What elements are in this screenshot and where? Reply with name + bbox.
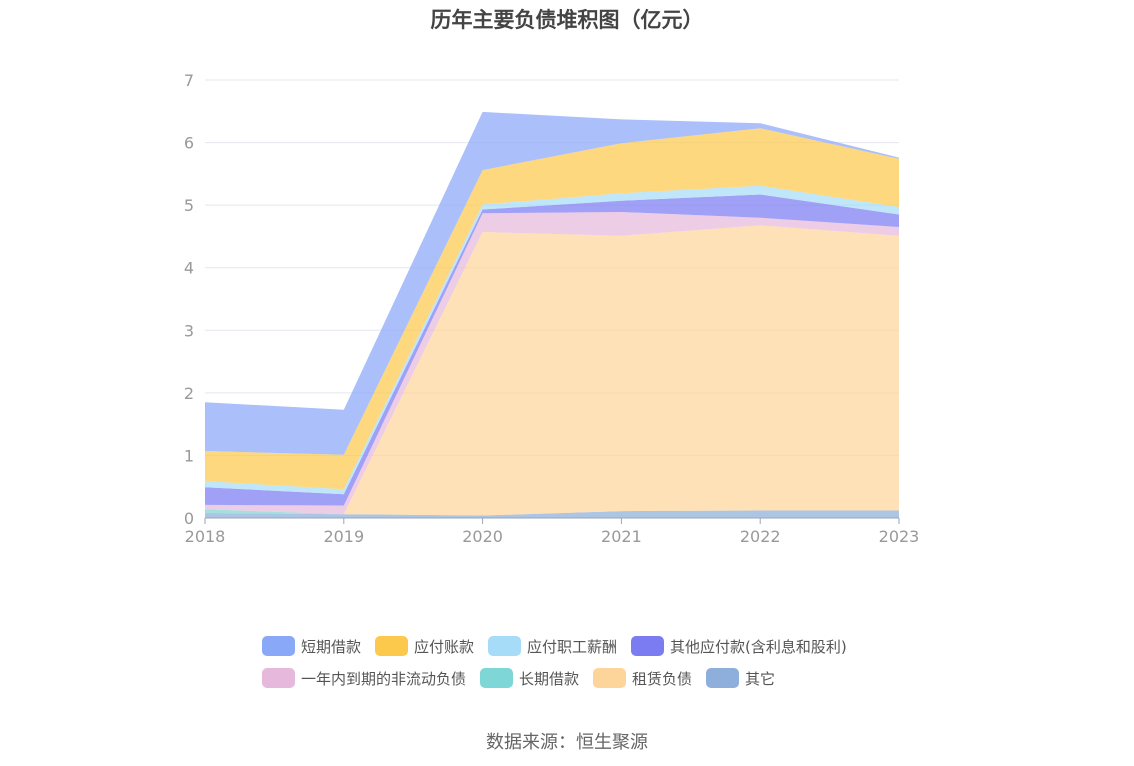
legend-swatch bbox=[593, 668, 627, 688]
y-tick-label: 3 bbox=[184, 321, 194, 340]
y-tick-label: 1 bbox=[184, 446, 194, 465]
legend-swatch bbox=[631, 636, 665, 656]
area-series-4[interactable] bbox=[205, 194, 899, 506]
legend-label: 短期借款 bbox=[301, 637, 362, 656]
legend-label: 其它 bbox=[745, 669, 776, 688]
y-tick-label: 0 bbox=[184, 509, 194, 528]
legend-label: 租赁负债 bbox=[632, 669, 693, 688]
legend-item[interactable]: 应付账款 bbox=[375, 636, 474, 657]
area-series-1[interactable] bbox=[205, 111, 899, 455]
stacked-area-chart: 0 1 2 3 4 5 6 7 2018 2019 2020 2021 2022 2023 bbox=[184, 71, 920, 546]
x-tick-label: 2019 bbox=[323, 527, 364, 546]
y-tick-label: 4 bbox=[184, 259, 194, 278]
legend-label: 应付职工薪酬 bbox=[527, 637, 618, 656]
legend-swatch bbox=[375, 636, 409, 656]
legend-label: 一年内到期的非流动负债 bbox=[301, 669, 467, 688]
area-series-7[interactable] bbox=[205, 225, 899, 516]
y-tick-label: 7 bbox=[184, 71, 194, 90]
x-tick-label: 2023 bbox=[879, 527, 920, 546]
y-tick-label: 6 bbox=[184, 134, 194, 153]
area-series-2[interactable] bbox=[205, 128, 899, 490]
legend-item[interactable]: 一年内到期的非流动负债 bbox=[262, 668, 466, 689]
source-note: 数据来源：恒生聚源 bbox=[486, 732, 648, 753]
legend-label: 长期借款 bbox=[519, 669, 580, 688]
legend-item[interactable]: 短期借款 bbox=[262, 636, 361, 657]
area-series-5[interactable] bbox=[205, 212, 899, 515]
legend: 短期借款 应付账款 应付职工薪酬 其他应付款(含利息和股利) 一年内到期的非流动负债 长期… bbox=[262, 630, 922, 694]
legend-item[interactable]: 其他应付款(含利息和股利) bbox=[631, 636, 847, 657]
legend-item[interactable]: 长期借款 bbox=[480, 668, 579, 689]
x-tick-label: 2018 bbox=[185, 527, 226, 546]
legend-item[interactable]: 应付职工薪酬 bbox=[488, 636, 617, 657]
legend-swatch bbox=[488, 636, 522, 656]
legend-label: 其他应付款(含利息和股利) bbox=[670, 637, 847, 656]
area-series-8[interactable] bbox=[205, 510, 899, 519]
legend-swatch bbox=[480, 668, 514, 688]
legend-label: 应付账款 bbox=[414, 637, 475, 656]
x-tick-label: 2021 bbox=[601, 527, 642, 546]
legend-swatch bbox=[706, 668, 740, 688]
y-tick-label: 5 bbox=[184, 196, 194, 215]
chart-title: 历年主要负债堆积图（亿元） bbox=[430, 8, 704, 32]
legend-swatch bbox=[262, 668, 295, 688]
y-tick-label: 2 bbox=[184, 384, 194, 403]
area-series bbox=[205, 111, 899, 519]
axes: 0 1 2 3 4 5 6 7 2018 2019 2020 2021 2022 2023 bbox=[184, 71, 920, 546]
legend-item[interactable]: 其它 bbox=[706, 668, 775, 689]
legend-swatch bbox=[262, 636, 295, 656]
legend-row: 一年内到期的非流动负债 长期借款 租赁负债 其它 bbox=[262, 662, 922, 694]
legend-row: 短期借款 应付账款 应付职工薪酬 其他应付款(含利息和股利) bbox=[262, 630, 922, 662]
x-tick-label: 2020 bbox=[462, 527, 503, 546]
x-tick-label: 2022 bbox=[740, 527, 781, 546]
legend-item[interactable]: 租赁负债 bbox=[593, 668, 692, 689]
